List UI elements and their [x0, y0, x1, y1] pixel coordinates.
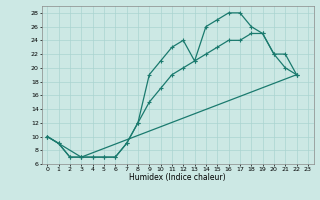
X-axis label: Humidex (Indice chaleur): Humidex (Indice chaleur) [129, 173, 226, 182]
